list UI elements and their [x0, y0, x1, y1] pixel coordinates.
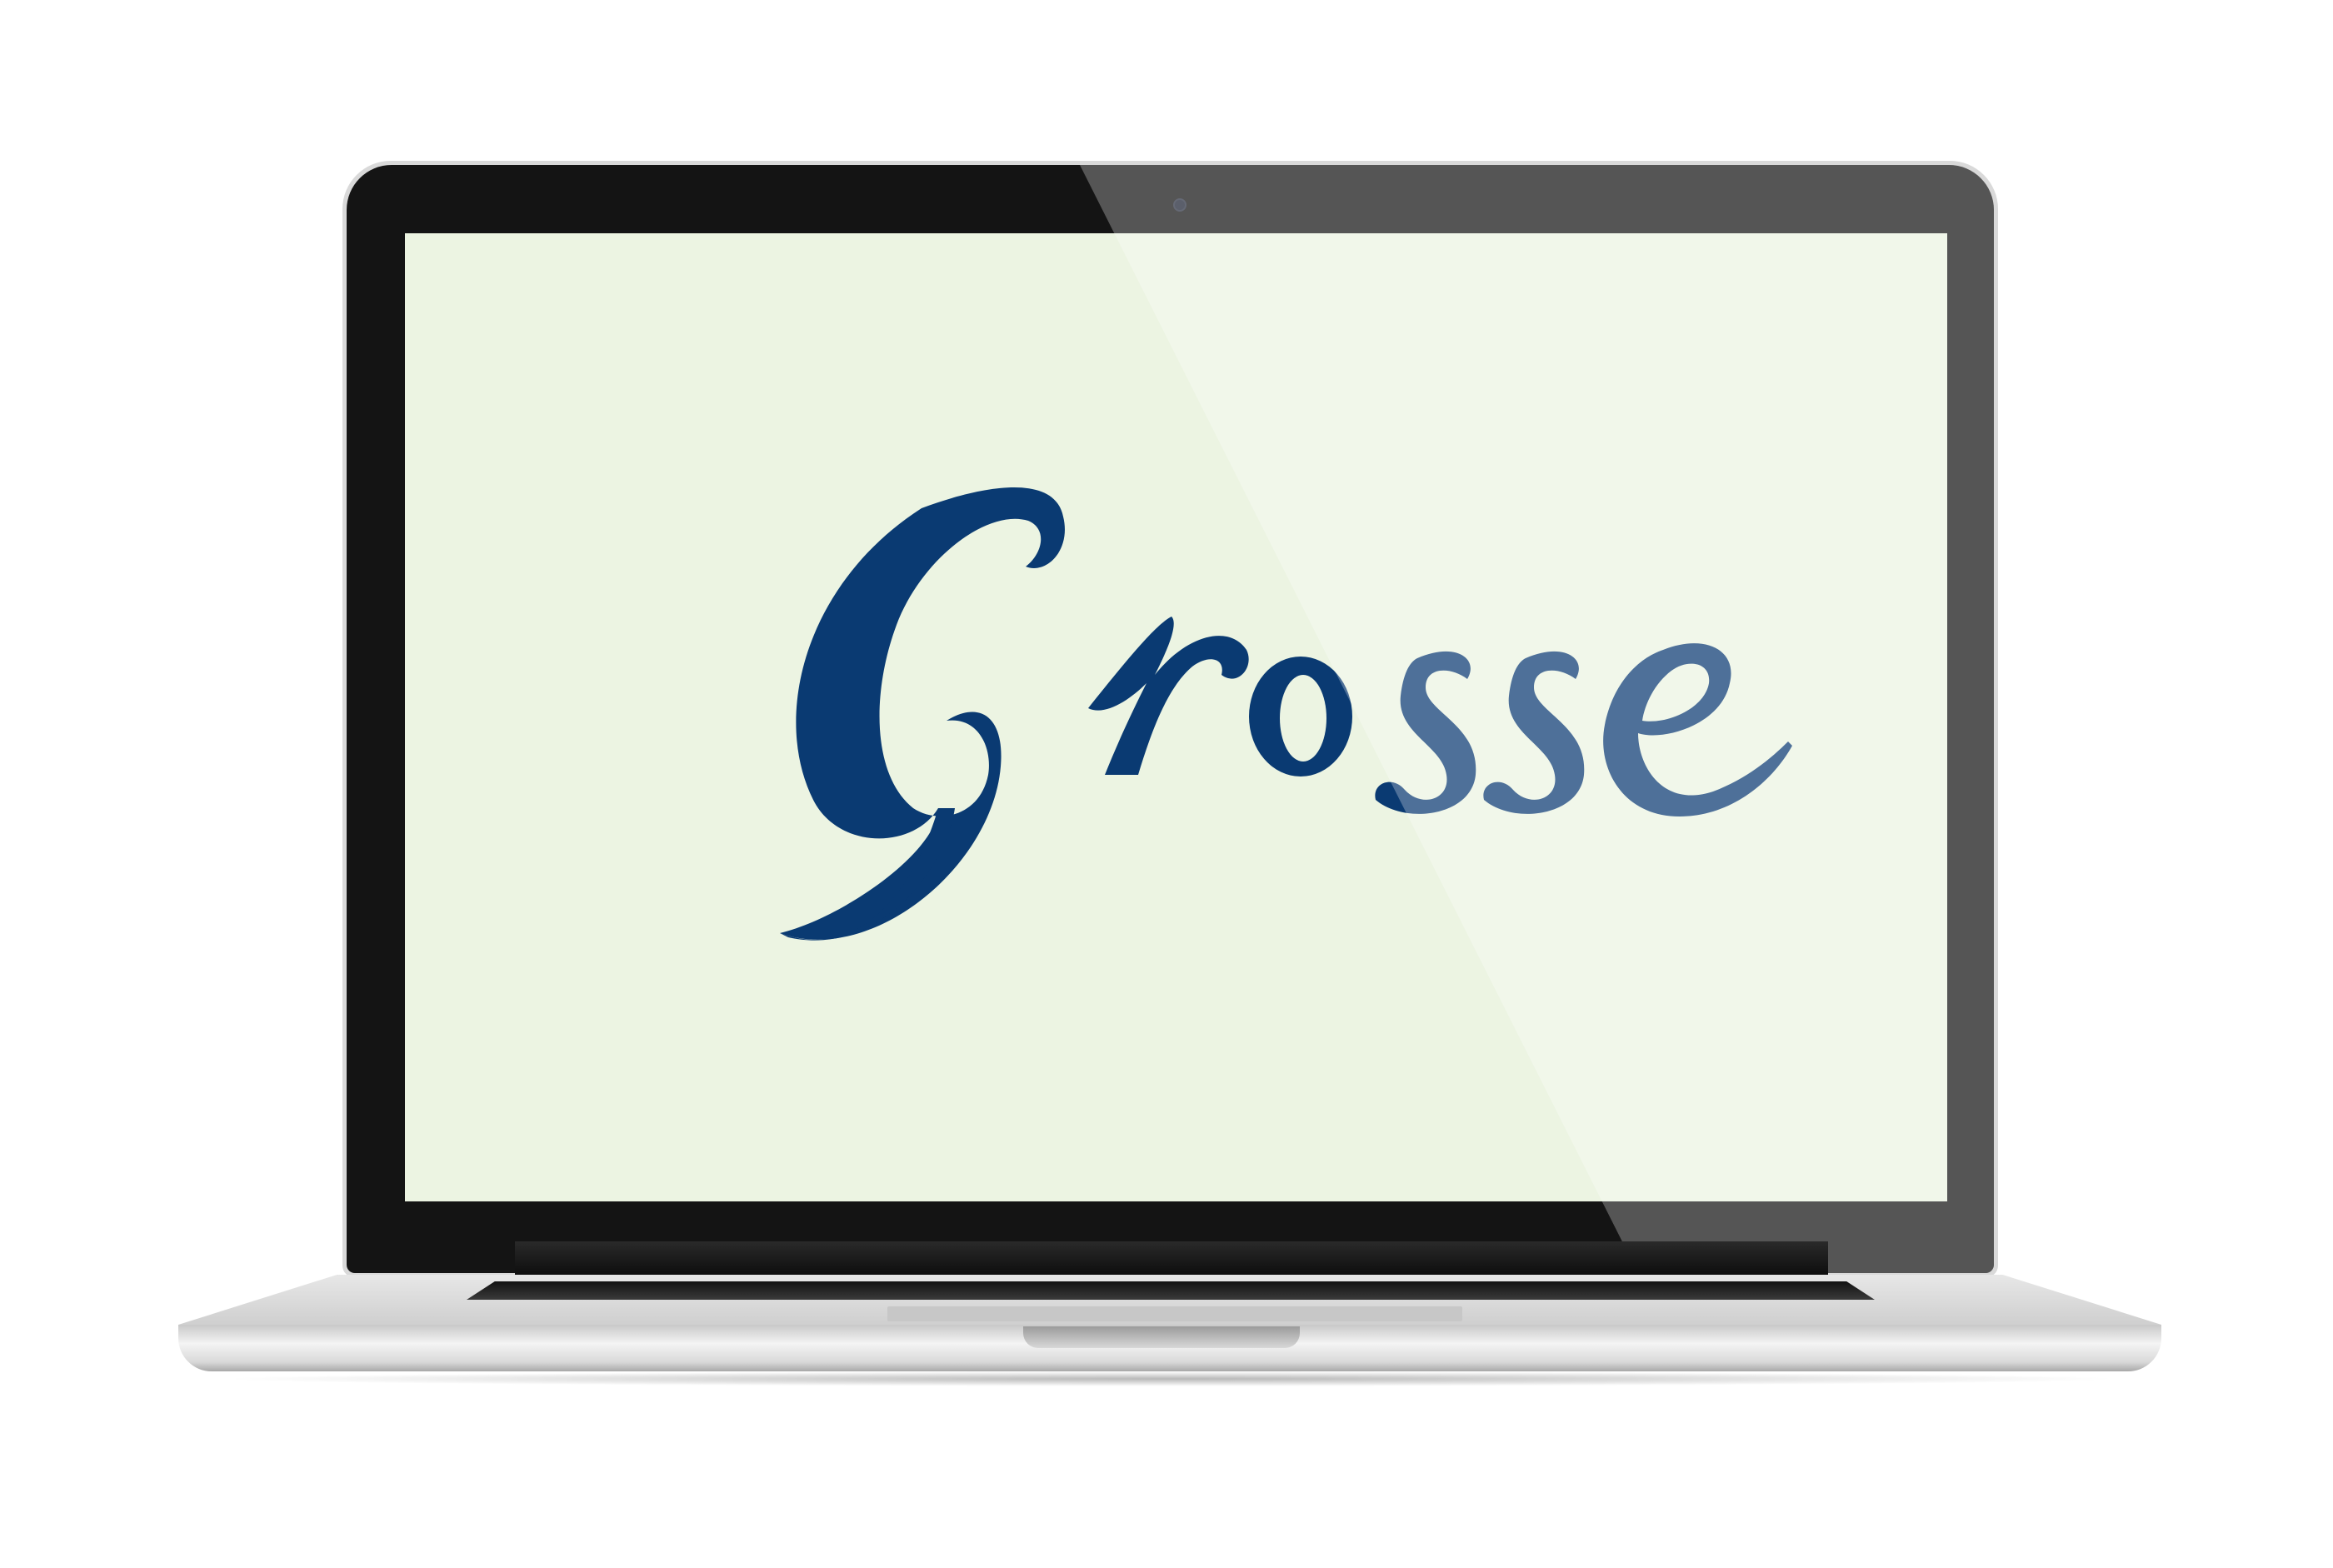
trackpad-edge — [887, 1306, 1462, 1321]
screen-bezel — [347, 165, 1994, 1273]
keyboard-edge — [467, 1281, 1875, 1300]
laptop-shadow — [217, 1371, 2125, 1386]
grosse-logo — [405, 233, 1947, 1201]
lid-opening-notch — [1023, 1326, 1300, 1348]
webcam-icon — [1173, 198, 1186, 212]
laptop-hinge — [515, 1241, 1828, 1275]
laptop-screen — [405, 233, 1947, 1201]
laptop-lid — [342, 161, 1998, 1277]
